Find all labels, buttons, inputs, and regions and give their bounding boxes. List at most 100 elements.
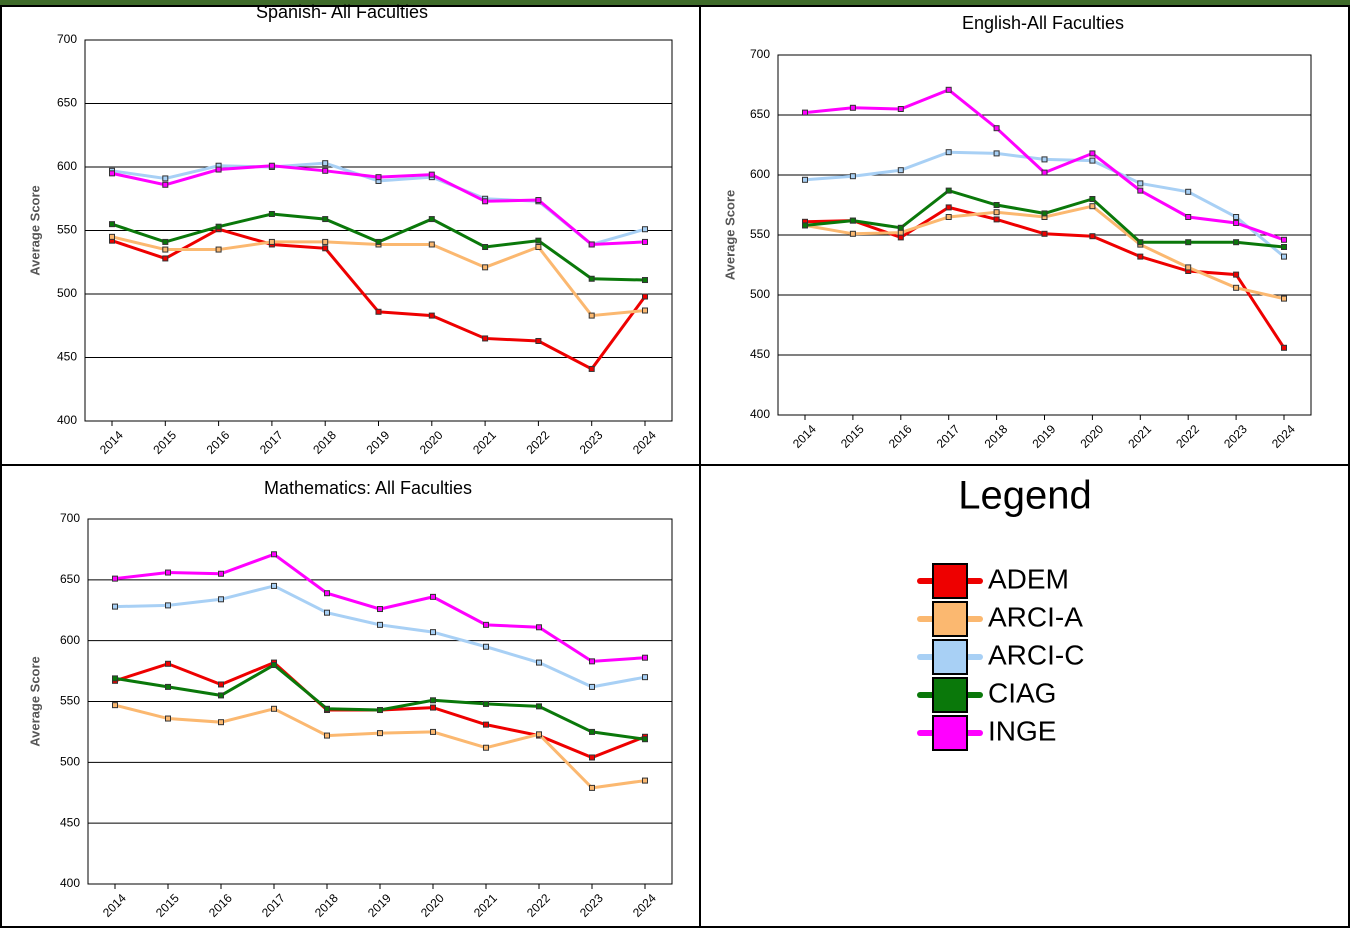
chart-title: English-All Faculties bbox=[962, 13, 1124, 33]
legend-label: ADEM bbox=[988, 563, 1069, 594]
data-point bbox=[897, 234, 904, 241]
data-point bbox=[218, 596, 224, 603]
data-point bbox=[268, 162, 275, 169]
legend-label: ARCI-A bbox=[988, 601, 1083, 632]
data-point bbox=[535, 337, 542, 344]
legend-swatch bbox=[932, 601, 968, 637]
y-tick-label: 600 bbox=[750, 167, 770, 181]
y-tick-label: 450 bbox=[57, 350, 77, 364]
data-point bbox=[1137, 253, 1144, 260]
data-point bbox=[324, 705, 330, 712]
data-point bbox=[849, 173, 856, 180]
legend-label: ARCI-C bbox=[988, 639, 1084, 670]
data-point bbox=[1185, 214, 1192, 220]
data-point bbox=[1137, 187, 1144, 194]
data-point bbox=[375, 174, 382, 181]
data-point bbox=[897, 229, 904, 236]
y-tick-label: 400 bbox=[750, 407, 770, 421]
data-point bbox=[271, 551, 277, 558]
legend-swatch bbox=[932, 715, 968, 751]
x-tick-label: 2019 bbox=[365, 891, 394, 920]
data-point bbox=[589, 784, 595, 791]
data-point bbox=[482, 264, 489, 271]
data-point bbox=[589, 683, 595, 690]
data-point bbox=[588, 241, 595, 248]
y-tick-label: 500 bbox=[750, 287, 770, 301]
data-point bbox=[165, 715, 171, 722]
legend-label: INGE bbox=[988, 715, 1056, 746]
data-point bbox=[482, 198, 489, 205]
chart-title: Spanish- All Faculties bbox=[256, 2, 428, 22]
data-point bbox=[945, 187, 952, 194]
data-point bbox=[642, 736, 648, 743]
data-point bbox=[428, 312, 435, 319]
data-point bbox=[430, 728, 436, 735]
y-axis-label: Average Score bbox=[27, 185, 42, 276]
data-point bbox=[377, 606, 383, 613]
data-point bbox=[162, 181, 169, 188]
y-tick-label: 650 bbox=[750, 107, 770, 121]
data-point bbox=[324, 590, 330, 597]
data-point bbox=[802, 176, 808, 183]
x-tick-label: 2014 bbox=[100, 891, 129, 920]
data-point bbox=[588, 312, 595, 319]
data-point bbox=[377, 707, 383, 714]
data-point bbox=[1281, 253, 1287, 260]
data-point bbox=[945, 214, 952, 220]
data-point bbox=[802, 109, 808, 116]
y-tick-label: 600 bbox=[60, 633, 80, 647]
legend-label: CIAG bbox=[988, 677, 1056, 708]
legend-swatch bbox=[932, 677, 968, 713]
data-point bbox=[324, 609, 330, 616]
data-point bbox=[1089, 233, 1096, 240]
data-point bbox=[535, 237, 542, 244]
data-point bbox=[849, 104, 856, 111]
x-tick-label: 2022 bbox=[523, 428, 552, 457]
y-tick-label: 550 bbox=[750, 227, 770, 241]
data-point bbox=[430, 629, 436, 636]
y-tick-label: 550 bbox=[57, 223, 77, 237]
data-point bbox=[642, 277, 648, 284]
data-point bbox=[483, 643, 489, 650]
data-point bbox=[1233, 239, 1240, 246]
x-tick-label: 2018 bbox=[310, 428, 339, 457]
y-tick-label: 500 bbox=[60, 755, 80, 769]
data-point bbox=[109, 221, 115, 228]
data-point bbox=[268, 210, 275, 217]
data-point bbox=[271, 705, 277, 712]
x-tick-label: 2016 bbox=[886, 422, 915, 451]
x-tick-label: 2021 bbox=[470, 428, 499, 457]
data-point bbox=[1089, 150, 1096, 157]
data-point bbox=[482, 335, 489, 342]
data-point bbox=[428, 216, 435, 223]
x-tick-label: 2015 bbox=[153, 891, 182, 920]
data-point bbox=[271, 582, 277, 589]
data-point bbox=[1137, 180, 1144, 187]
data-point bbox=[482, 244, 489, 251]
data-point bbox=[1233, 220, 1240, 226]
data-point bbox=[165, 569, 171, 576]
y-tick-label: 500 bbox=[57, 286, 77, 300]
data-point bbox=[589, 728, 595, 735]
data-point bbox=[375, 238, 382, 245]
data-point bbox=[1233, 284, 1240, 291]
data-point bbox=[993, 209, 1000, 216]
data-point bbox=[165, 602, 171, 609]
y-tick-label: 450 bbox=[60, 815, 80, 829]
data-point bbox=[802, 222, 808, 229]
frame bbox=[0, 5, 1350, 928]
data-point bbox=[271, 662, 277, 668]
data-point bbox=[218, 692, 224, 699]
data-point bbox=[377, 621, 383, 628]
x-tick-label: 2021 bbox=[471, 891, 500, 920]
y-axis-label: Average Score bbox=[722, 190, 737, 281]
y-tick-label: 650 bbox=[57, 96, 77, 110]
data-point bbox=[993, 202, 1000, 208]
data-point bbox=[112, 702, 118, 709]
data-point bbox=[1281, 236, 1287, 243]
data-point bbox=[428, 171, 435, 178]
x-tick-label: 2020 bbox=[418, 891, 447, 920]
data-point bbox=[589, 754, 595, 761]
data-point bbox=[1137, 239, 1144, 246]
